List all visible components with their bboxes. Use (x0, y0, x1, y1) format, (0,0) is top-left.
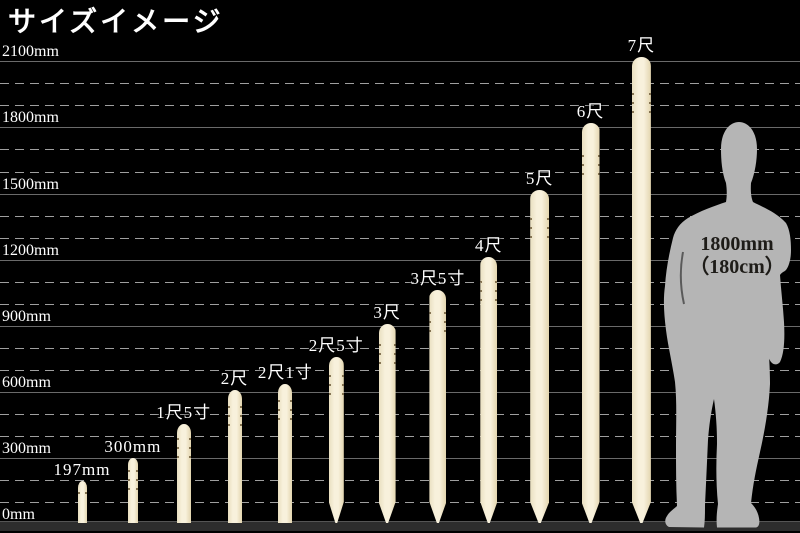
stake-label: 3尺5寸 (410, 269, 466, 288)
gridline-dashed-2000mm (0, 83, 800, 84)
stake-label: 300mm (104, 437, 162, 456)
stake-notch (379, 362, 396, 364)
gridline-dashed-400mm (0, 436, 800, 437)
stake-label: 4尺 (475, 236, 503, 255)
stake-bar (582, 123, 600, 523)
stake-notch (632, 102, 651, 104)
gridline-dashed-1700mm (0, 149, 800, 150)
stake-notch (582, 173, 600, 175)
ground-baseline (0, 521, 800, 531)
stake-label: 197mm (53, 460, 111, 479)
stake-notch (329, 384, 344, 386)
stake-notch (278, 400, 293, 402)
stake-bar (227, 390, 242, 523)
person-height-mm: 1800mm (700, 233, 774, 255)
stake-label: 2尺5寸 (308, 336, 364, 355)
y-tick-600mm: 600mm (2, 374, 51, 391)
person-height-cm: （180cm） (689, 256, 785, 278)
stake-notch (530, 236, 549, 238)
stake-notch (176, 447, 191, 449)
gridline-dashed-1100mm (0, 282, 800, 283)
y-tick-900mm: 900mm (2, 308, 51, 325)
stake-label: 5尺 (525, 169, 554, 188)
stake-bar (530, 190, 549, 523)
gridline-dashed-1300mm (0, 238, 800, 239)
stake-notch (632, 93, 651, 95)
stake-notch (227, 424, 242, 426)
stake-notch (582, 164, 600, 166)
stake-notch (227, 406, 242, 408)
chart-title: サイズイメージ (8, 7, 224, 38)
gridline-dashed-1400mm (0, 216, 800, 217)
gridline-1500mm (0, 194, 800, 195)
stake-notch (480, 290, 497, 292)
y-tick-0mm: 0mm (2, 506, 35, 523)
gridline-dashed-100mm (0, 502, 800, 503)
stake-notch (632, 111, 651, 113)
stake-notch (127, 470, 138, 472)
stake-bar (329, 357, 344, 523)
stake-notch (278, 409, 293, 411)
stake-notch (127, 479, 138, 481)
stake-label: 3尺 (373, 303, 401, 322)
stake-notch (176, 438, 191, 440)
person-silhouette (663, 122, 791, 528)
stake-bar (127, 458, 138, 523)
stake-notch (582, 155, 600, 157)
y-tick-1800mm: 1800mm (2, 109, 59, 126)
stake-notch (127, 488, 138, 490)
stake-notch (429, 330, 446, 332)
stake-notch (429, 321, 446, 323)
stake-label: 2尺1寸 (257, 363, 313, 382)
gridline-dashed-700mm (0, 370, 800, 371)
stake-notch (278, 418, 293, 420)
gridline-dashed-1900mm (0, 105, 800, 106)
gridline-dashed-500mm (0, 414, 800, 415)
gridline-300mm (0, 458, 800, 459)
stake-notch (379, 353, 396, 355)
stake-label: 1尺5寸 (156, 403, 212, 422)
stake-notch (429, 312, 446, 314)
arm-body-crease (679, 251, 685, 305)
gridline-dashed-1000mm (0, 304, 800, 305)
stake-bar (632, 57, 651, 523)
stake-notch (227, 415, 242, 417)
stake-notch (329, 375, 344, 377)
stake-notch (77, 492, 87, 494)
y-tick-1200mm: 1200mm (2, 242, 59, 259)
gridline-dashed-200mm (0, 480, 800, 481)
gridline-2100mm (0, 61, 800, 62)
gridline-1200mm (0, 260, 800, 261)
person-height-label: 1800mm （180cm） (672, 233, 800, 279)
stake-label: 6尺 (576, 102, 605, 121)
gridline-600mm (0, 392, 800, 393)
y-tick-2100mm: 2100mm (2, 43, 59, 60)
stake-label: 7尺 (627, 36, 656, 55)
gridline-dashed-1600mm (0, 172, 800, 173)
stake-bar (429, 290, 446, 523)
stake-bar (77, 481, 87, 523)
stake-notch (329, 393, 344, 395)
gridline-dashed-800mm (0, 348, 800, 349)
stake-bar (379, 324, 396, 523)
stake-notch (379, 344, 396, 346)
gridline-1800mm (0, 127, 800, 128)
stake-bar (480, 257, 497, 523)
stake-bar (278, 384, 293, 523)
stake-notch (530, 218, 549, 220)
stake-notch (480, 281, 497, 283)
stake-notch (176, 456, 191, 458)
y-tick-1500mm: 1500mm (2, 176, 59, 193)
stake-notch (530, 227, 549, 229)
stake-label: 2尺 (220, 369, 249, 388)
stake-notch (480, 299, 497, 301)
gridline-900mm (0, 326, 800, 327)
y-tick-300mm: 300mm (2, 440, 51, 457)
stake-bar (176, 424, 191, 523)
